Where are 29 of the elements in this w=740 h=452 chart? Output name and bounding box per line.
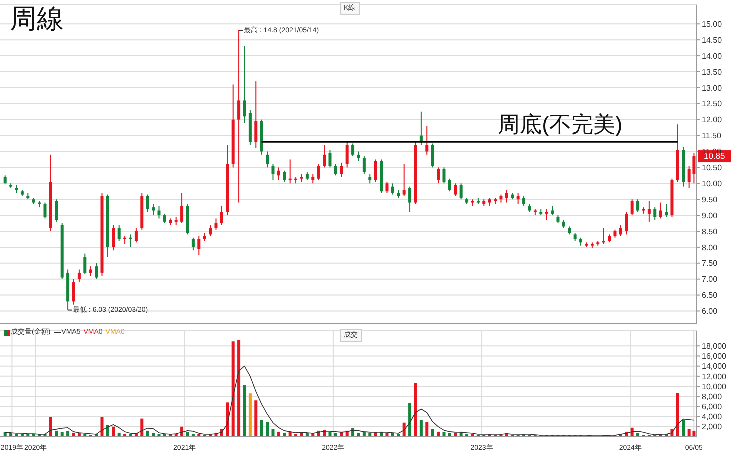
- y-tick-label: 11.50: [702, 132, 722, 141]
- y-tick-label: 6.50: [702, 291, 718, 300]
- chart-title: 周線: [10, 4, 64, 34]
- y-tick-label: 10.00: [702, 179, 723, 188]
- y-tick-label: 9.00: [702, 211, 718, 220]
- y-tick-label: 14,000: [702, 362, 728, 372]
- y-tick-label: 12.00: [702, 116, 723, 125]
- y-tick-label: 7.00: [702, 275, 718, 284]
- y-tick-label: 12,000: [702, 372, 728, 382]
- y-tick-label: 18,000: [702, 342, 728, 351]
- y-tick-label: 4,000: [702, 412, 723, 422]
- y-tick-label: 8.00: [702, 243, 718, 252]
- y-tick-label: 2,000: [702, 422, 723, 432]
- y-tick-label: 12.50: [702, 100, 723, 109]
- y-tick-label: 6,000: [702, 402, 723, 412]
- y-tick-label: 16,000: [702, 352, 728, 362]
- y-tick-label: 14.50: [702, 36, 723, 45]
- y-tick-label: 10,000: [702, 382, 728, 392]
- y-tick-label: 14.00: [702, 52, 723, 61]
- y-tick-label: 9.50: [702, 195, 718, 204]
- annotation: 周底(不完美): [498, 112, 623, 138]
- y-tick-label: 10.50: [702, 164, 723, 173]
- y-tick-label: 13.00: [702, 84, 723, 93]
- y-tick-label: 6.00: [702, 307, 718, 316]
- y-tick-label: 8.50: [702, 227, 718, 236]
- y-tick-label: 8,000: [702, 392, 723, 402]
- y-tick-label: 15.00: [702, 20, 723, 29]
- y-tick-label: 13.50: [702, 68, 723, 77]
- y-tick-label: 7.50: [702, 259, 718, 268]
